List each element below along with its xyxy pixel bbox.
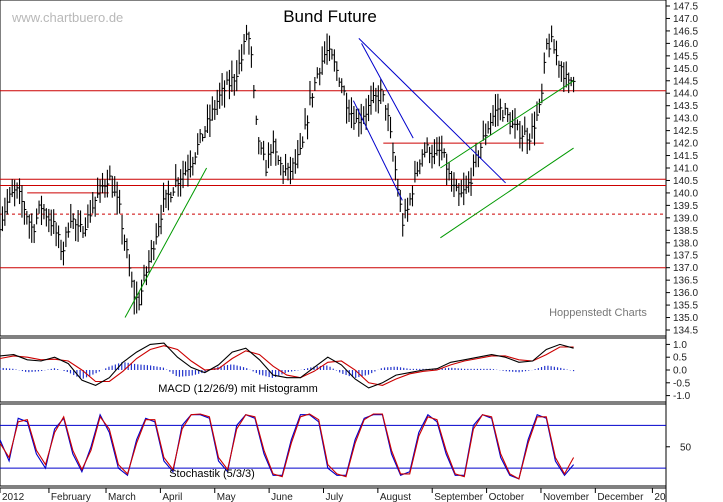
month-axis: 2012 February March April May June July August S…: [0, 487, 666, 502]
stochastic-label: Stochastik (5/3/3): [169, 468, 255, 480]
price-tick-label: 145.5: [673, 51, 698, 62]
month-label: June: [271, 492, 293, 502]
price-tick-label: 136.5: [673, 276, 698, 287]
stochastic-d-line: [0, 413, 575, 480]
macd-signal-line: [0, 345, 574, 386]
price-tick-label: 135.0: [673, 313, 698, 324]
macd-label: MACD (12/26/9) mit Histogramm: [158, 383, 318, 395]
stochastic-tick-label: 50: [680, 442, 692, 453]
month-label: February: [51, 492, 91, 502]
chart-title: Bund Future: [283, 7, 377, 26]
price-tick-label: 136.0: [673, 288, 698, 299]
macd-tick-label: -1.0: [673, 391, 691, 402]
price-tick-label: 147.5: [673, 2, 698, 13]
month-label: March: [108, 492, 136, 502]
price-tick-label: 135.5: [673, 301, 698, 312]
trend-line: [361, 43, 414, 139]
price-tick-label: 146.5: [673, 26, 698, 37]
month-label: May: [217, 492, 236, 502]
price-tick-label: 140.5: [673, 176, 698, 187]
price-tick-label: 147.0: [673, 14, 698, 25]
price-tick-label: 138.0: [673, 238, 698, 249]
month-label: December: [597, 492, 644, 502]
price-tick-label: 141.5: [673, 151, 698, 162]
macd-tick-label: 1.0: [673, 340, 687, 351]
price-tick-label: 141.0: [673, 164, 698, 175]
month-label: April: [162, 492, 182, 502]
macd-tick-label: 0.5: [673, 353, 687, 364]
price-tick-label: 145.0: [673, 64, 698, 75]
macd-tick-label: 0.0: [673, 366, 687, 377]
stochastic-panel: 50: [0, 403, 692, 487]
trend-line: [358, 38, 506, 184]
price-tick-label: 139.0: [673, 213, 698, 224]
price-tick-label: 138.5: [673, 226, 698, 237]
macd-tick-label: -0.5: [673, 378, 691, 389]
credit-text: Hoppenstedt Charts: [549, 307, 647, 319]
trend-line: [440, 80, 574, 169]
month-label: 20: [654, 492, 666, 502]
stochastic-frame: [0, 403, 667, 487]
price-tick-label: 139.5: [673, 201, 698, 212]
macd-panel: -1.0 -0.50.0 0.5 1.0: [0, 337, 691, 403]
price-tick-label: 142.5: [673, 126, 698, 137]
watermark-text: www.chartbuero.de: [11, 10, 123, 25]
macd-line: [0, 342, 574, 389]
price-tick-label: 143.5: [673, 101, 698, 112]
month-label: October: [489, 492, 525, 502]
price-tick-label: 144.0: [673, 89, 698, 100]
trend-line: [124, 167, 208, 318]
stochastic-k-line: [0, 413, 575, 480]
price-tick-label: 140.0: [673, 188, 698, 199]
price-tick-label: 137.0: [673, 263, 698, 274]
month-label: 2012: [2, 492, 25, 502]
price-tick-label: 146.0: [673, 39, 698, 50]
month-label: September: [434, 492, 484, 502]
price-tick-label: 134.5: [673, 326, 698, 337]
price-tick-label: 144.5: [673, 76, 698, 87]
price-tick-label: 142.0: [673, 139, 698, 150]
month-label: November: [543, 492, 590, 502]
month-label: August: [380, 492, 411, 502]
trend-line: [352, 100, 403, 201]
price-tick-label: 137.5: [673, 251, 698, 262]
trend-line: [440, 147, 574, 239]
price-tick-label: 143.0: [673, 114, 698, 125]
month-label: July: [325, 492, 343, 502]
